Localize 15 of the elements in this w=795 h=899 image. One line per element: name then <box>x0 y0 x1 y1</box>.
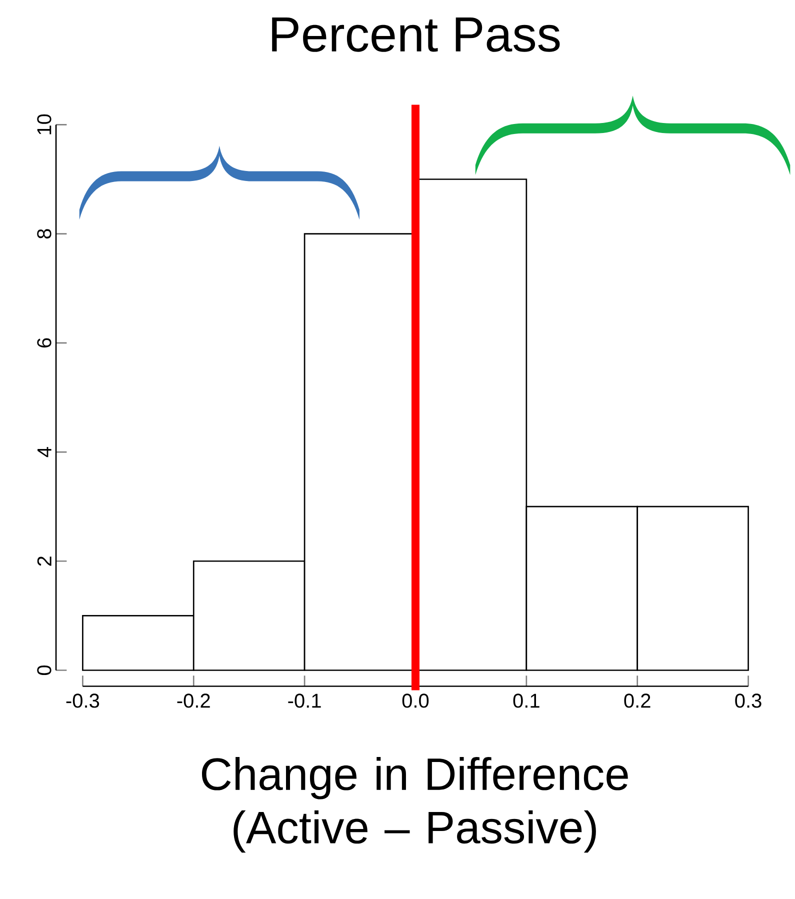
x-tick-label: -0.2 <box>177 694 210 708</box>
chart-title: Percent Pass <box>272 17 560 52</box>
x-tick-label: 0.3 <box>735 694 762 708</box>
y-tick-label: 10 <box>37 114 52 134</box>
y-tick-label: 8 <box>37 229 52 238</box>
x-tick-label: 0.2 <box>624 694 650 708</box>
x-tick-label: -0.1 <box>288 694 321 708</box>
x-tick-label: 0.0 <box>402 694 429 708</box>
y-tick-label: 0 <box>37 665 52 676</box>
x-axis-title: Change in Difference (Active – Passive) <box>202 756 628 853</box>
y-tick-label: 4 <box>38 447 52 458</box>
y-tick-label: 6 <box>37 338 52 348</box>
x-tick-label: -0.3 <box>66 694 100 708</box>
x-tick-label: 0.1 <box>513 694 540 708</box>
y-tick-label: 2 <box>37 556 52 566</box>
